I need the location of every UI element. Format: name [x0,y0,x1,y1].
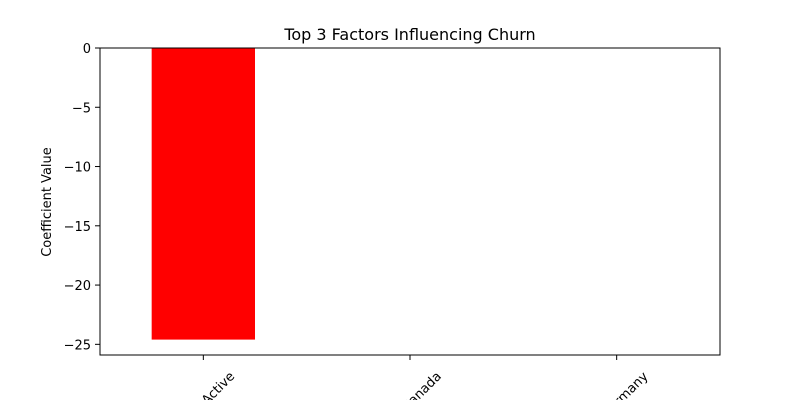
y-tick-label: 0 [83,42,91,57]
y-tick-label: −5 [72,101,91,116]
y-tick-label: −10 [64,161,91,176]
plot-area: 0 −5 −10 −15 −20 −25 IsActive Canada Germany [64,42,721,405]
x-tick-label-canada: Canada [399,369,445,400]
x-tick-label-isactive: IsActive [192,369,239,400]
y-tick-label: −20 [64,279,91,294]
y-tick-label: −15 [64,220,91,235]
x-tick-label-germany: Germany [599,369,652,400]
y-tick-label: −25 [64,338,91,353]
bar-isactive [151,48,255,340]
y-axis-label: Coefficient Value [40,147,55,257]
chart-title: Top 3 Factors Influencing Churn [283,25,535,44]
